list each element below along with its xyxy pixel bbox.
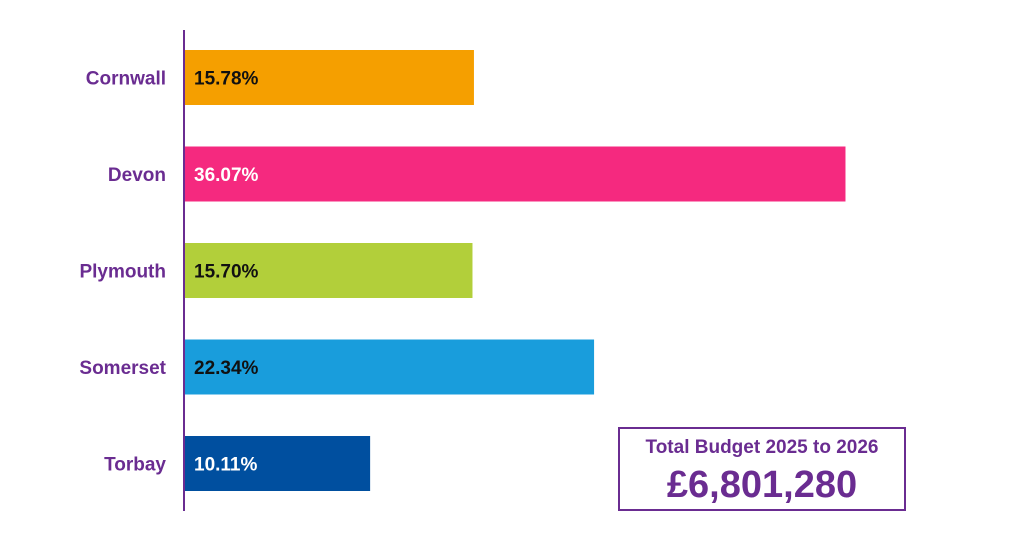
category-label-torbay: Torbay [104, 455, 166, 476]
total-budget-title: Total Budget 2025 to 2026 [645, 437, 879, 458]
bar-somerset [185, 339, 595, 395]
bar-value-label-devon: 36.07% [194, 165, 259, 186]
bar-value-label-plymouth: 15.70% [194, 262, 259, 283]
category-label-devon: Devon [108, 165, 166, 186]
bar-cornwall [185, 50, 474, 105]
bar-torbay [185, 436, 371, 491]
bar-value-label-somerset: 22.34% [194, 358, 259, 379]
bar-value-label-torbay: 10.11% [194, 455, 257, 476]
total-budget-box: Total Budget 2025 to 2026 £6,801,280 [618, 427, 906, 511]
bar-devon [185, 146, 846, 202]
category-label-plymouth: Plymouth [79, 262, 166, 283]
bar-value-label-cornwall: 15.78% [194, 69, 259, 90]
total-budget-value: £6,801,280 [666, 464, 858, 506]
bar-plymouth [185, 243, 473, 298]
category-label-somerset: Somerset [79, 358, 166, 379]
category-label-cornwall: Cornwall [86, 69, 166, 90]
